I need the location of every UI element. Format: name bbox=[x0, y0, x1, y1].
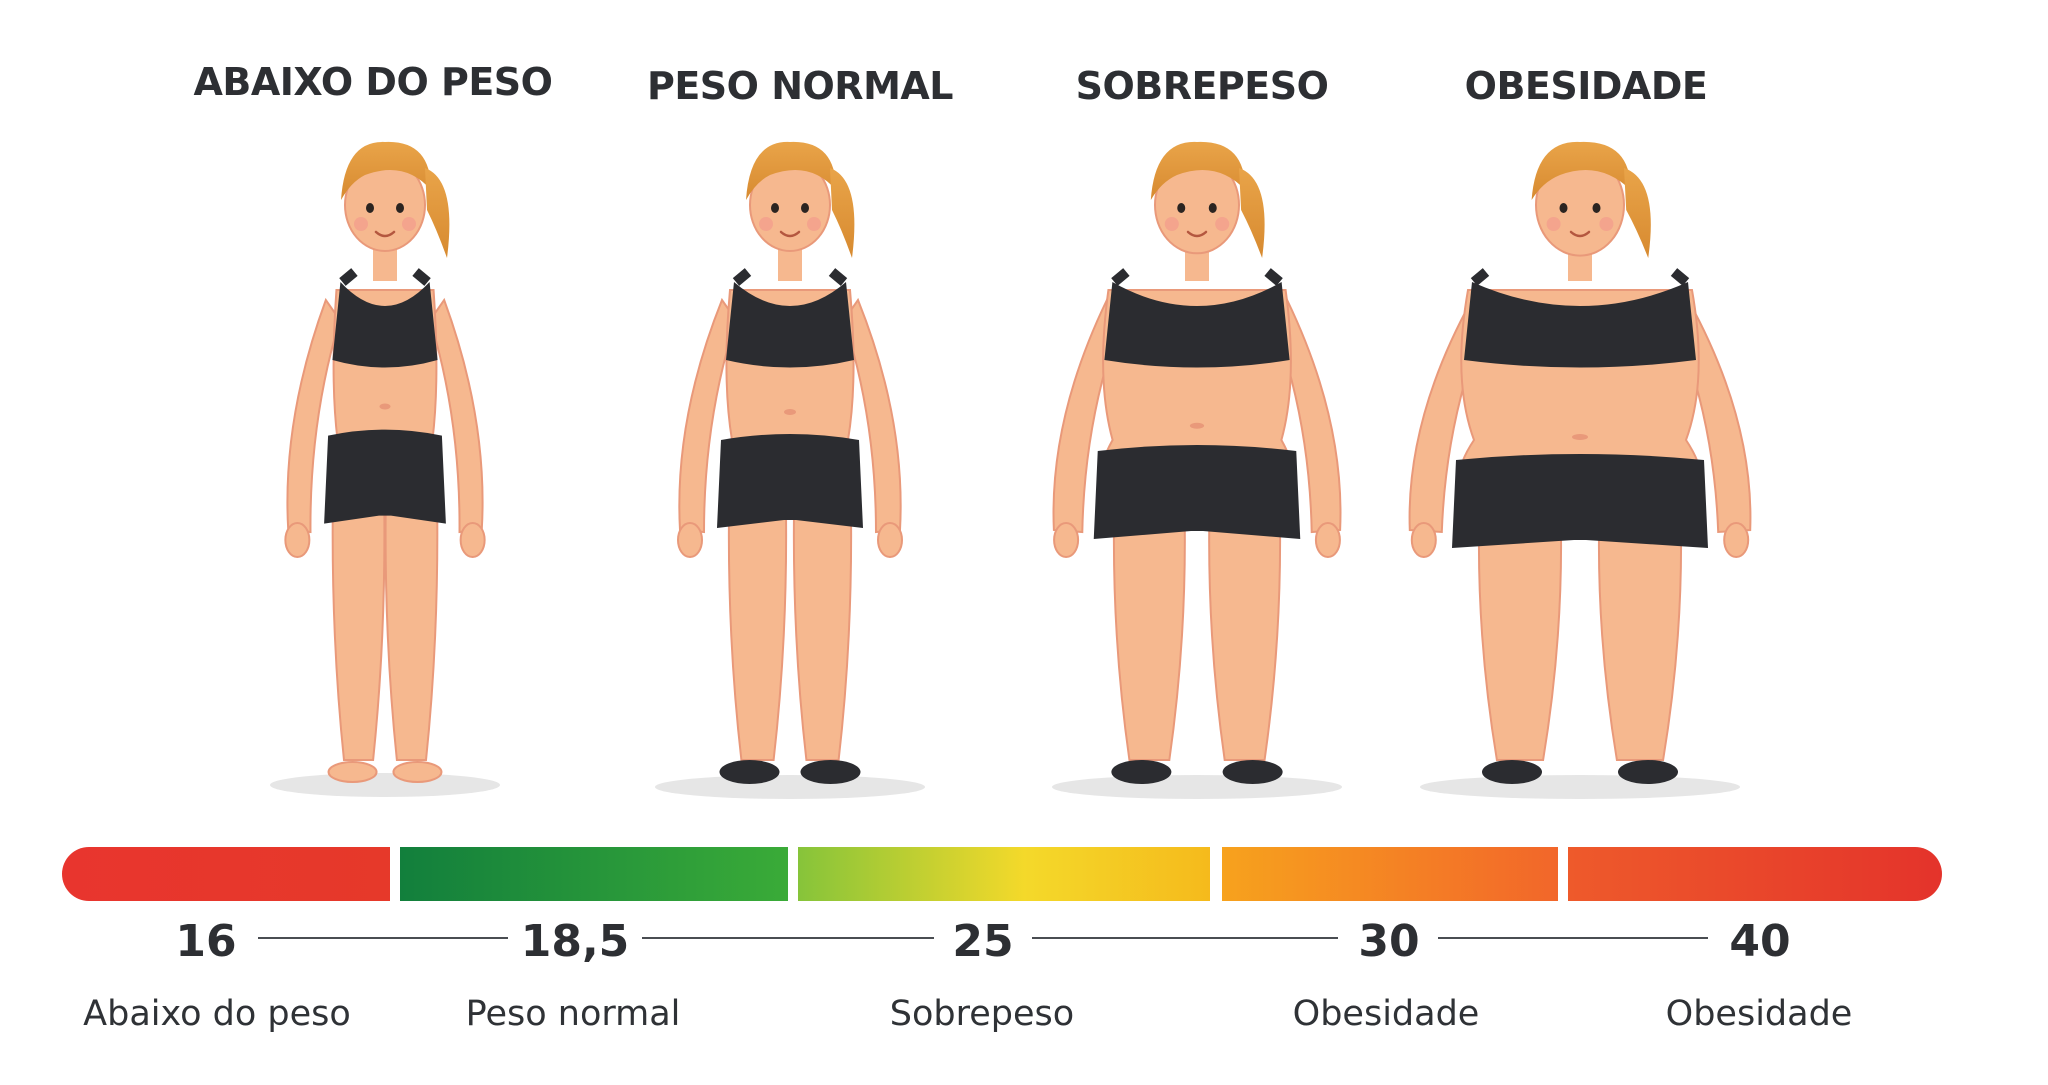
category-title-underweight: ABAIXO DO PESO bbox=[193, 60, 553, 104]
range-label-obese-severe: Obesidade bbox=[1665, 994, 1853, 1034]
category-title-normal: PESO NORMAL bbox=[646, 64, 954, 108]
bmi-tick-30: 30 bbox=[1358, 916, 1420, 967]
bmi-bar-segment-underweight bbox=[62, 847, 390, 901]
bmi-bar-segment-overweight bbox=[798, 847, 1210, 901]
overweight-woman-figure bbox=[1052, 141, 1342, 799]
bmi-tick-18-5: 18,5 bbox=[520, 916, 630, 967]
bmi-tick-16: 16 bbox=[175, 916, 237, 967]
bmi-bar-segment-obese bbox=[1222, 847, 1558, 901]
bmi-tick-40: 40 bbox=[1729, 916, 1791, 967]
bmi-bar-segment-obese-severe bbox=[1568, 847, 1942, 901]
connector-line bbox=[258, 937, 508, 939]
range-label-normal: Peso normal bbox=[465, 994, 681, 1034]
connector-line bbox=[1032, 937, 1338, 939]
underweight-woman-figure bbox=[270, 141, 500, 797]
range-label-underweight: Abaixo do peso bbox=[83, 994, 351, 1034]
category-title-obese: OBESIDADE bbox=[1464, 64, 1708, 108]
range-label-obese: Obesidade bbox=[1292, 994, 1480, 1034]
normal-weight-woman-figure bbox=[655, 141, 925, 799]
bmi-bar-segment-normal bbox=[400, 847, 788, 901]
body-figures bbox=[270, 141, 1752, 799]
obese-woman-figure bbox=[1408, 141, 1752, 799]
range-label-overweight: Sobrepeso bbox=[889, 994, 1075, 1034]
connector-line bbox=[1438, 937, 1708, 939]
bmi-tick-25: 25 bbox=[952, 916, 1014, 967]
category-title-overweight: SOBREPESO bbox=[1075, 64, 1329, 108]
connector-line bbox=[642, 937, 934, 939]
